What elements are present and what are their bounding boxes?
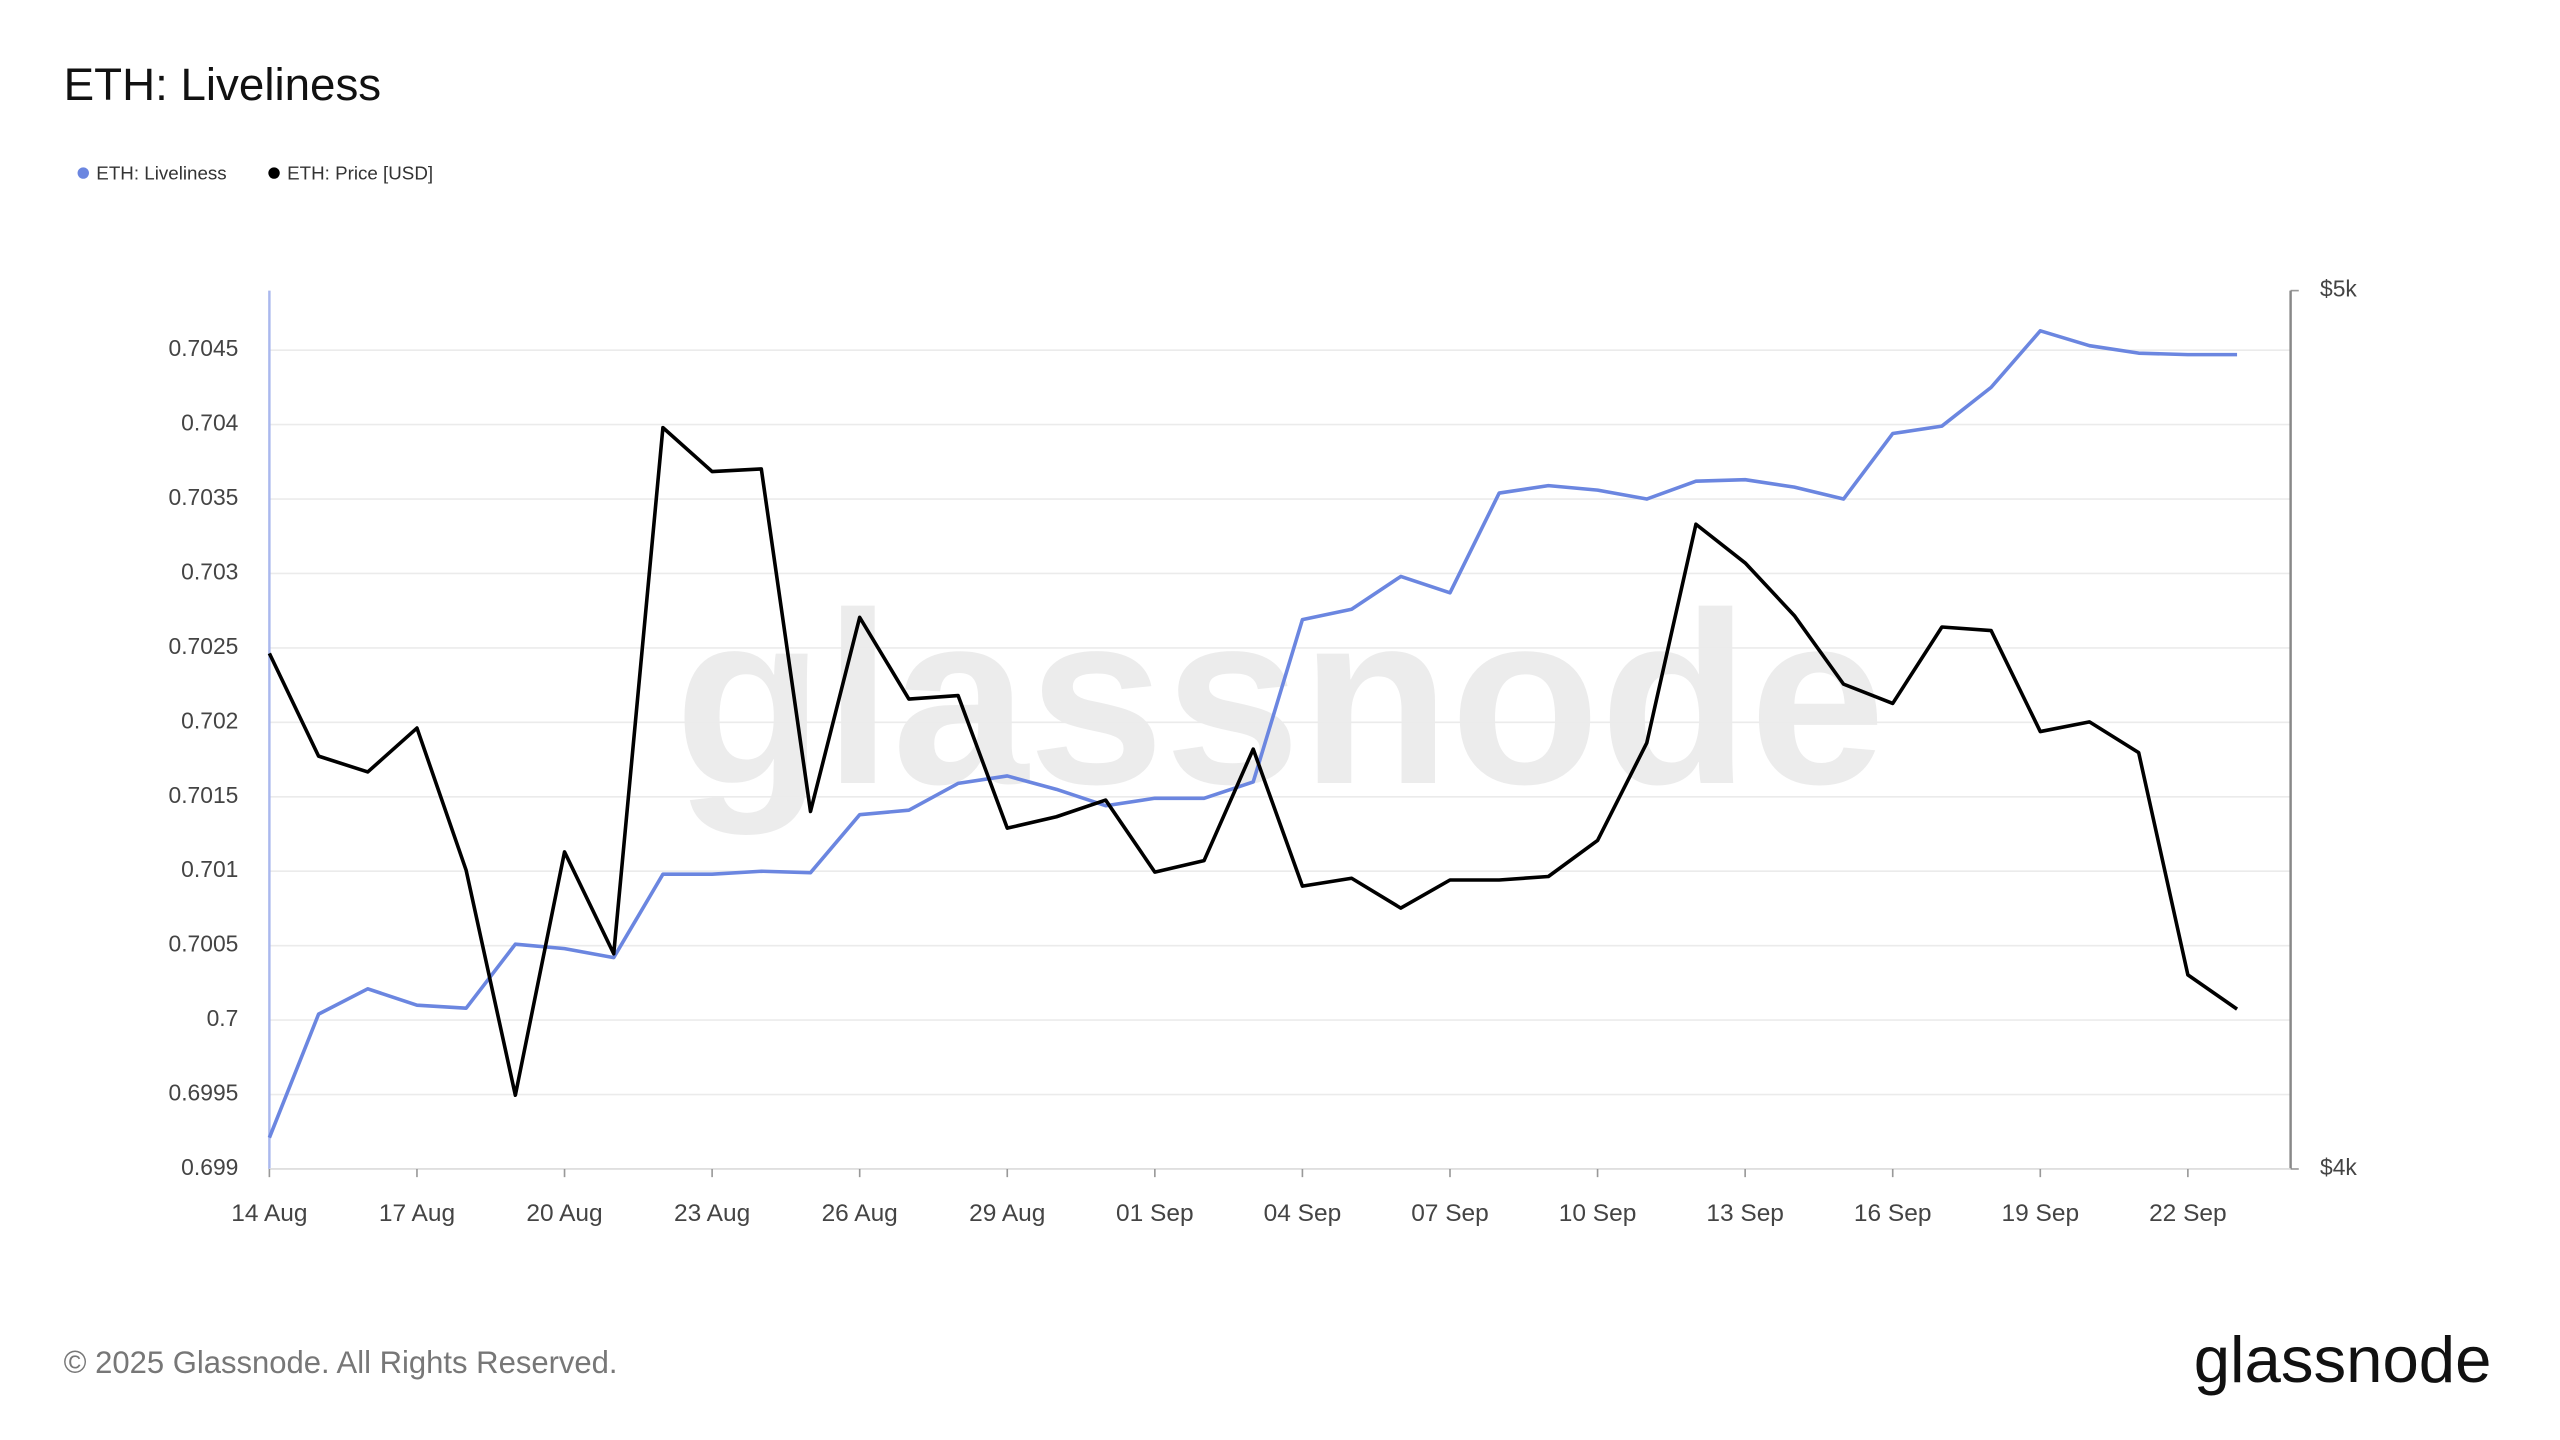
x-tick-label: 14 Aug — [231, 1200, 307, 1227]
x-tick-label: 04 Sep — [1264, 1200, 1342, 1227]
x-tick-label: 17 Aug — [379, 1200, 455, 1227]
y2-tick-label: $4k — [2320, 1154, 2357, 1180]
x-tick-label: 07 Sep — [1411, 1200, 1489, 1227]
y-tick-label: 0.701 — [181, 856, 238, 882]
y-tick-label: 0.7045 — [168, 335, 238, 361]
y-tick-label: 0.703 — [181, 559, 238, 585]
x-tick-label: 10 Sep — [1559, 1200, 1637, 1227]
legend-marker — [268, 167, 280, 179]
x-tick-label: 29 Aug — [969, 1200, 1045, 1227]
x-tick-label: 01 Sep — [1116, 1200, 1194, 1227]
y-tick-label: 0.704 — [181, 410, 238, 436]
y-tick-label: 0.7035 — [168, 484, 238, 510]
legend-label: ETH: Price [USD] — [287, 163, 433, 184]
y-tick-label: 0.702 — [181, 707, 238, 733]
y-tick-label: 0.6995 — [168, 1080, 238, 1106]
y-tick-label: 0.7025 — [168, 633, 238, 659]
legend-label: ETH: Liveliness — [96, 163, 226, 184]
x-tick-label: 20 Aug — [526, 1200, 602, 1227]
y-tick-label: 0.7015 — [168, 782, 238, 808]
y-tick-label: 0.7005 — [168, 931, 238, 957]
legend-marker — [77, 167, 89, 179]
x-tick-label: 26 Aug — [822, 1200, 898, 1227]
x-tick-label: 22 Sep — [2149, 1200, 2227, 1227]
x-tick-label: 16 Sep — [1854, 1200, 1932, 1227]
y-tick-label: 0.7 — [207, 1005, 239, 1031]
logo: glassnode — [2194, 1323, 2492, 1396]
y2-tick-label: $5k — [2320, 276, 2357, 302]
chart-title: ETH: Liveliness — [64, 59, 381, 110]
x-tick-label: 23 Aug — [674, 1200, 750, 1227]
x-tick-label: 19 Sep — [2002, 1200, 2080, 1227]
series-line — [267, 329, 2238, 1139]
series-line — [267, 425, 2239, 1097]
x-tick-label: 13 Sep — [1706, 1200, 1784, 1227]
y-tick-label: 0.699 — [181, 1154, 238, 1180]
footer: © 2025 Glassnode. All Rights Reserved. — [64, 1345, 618, 1380]
